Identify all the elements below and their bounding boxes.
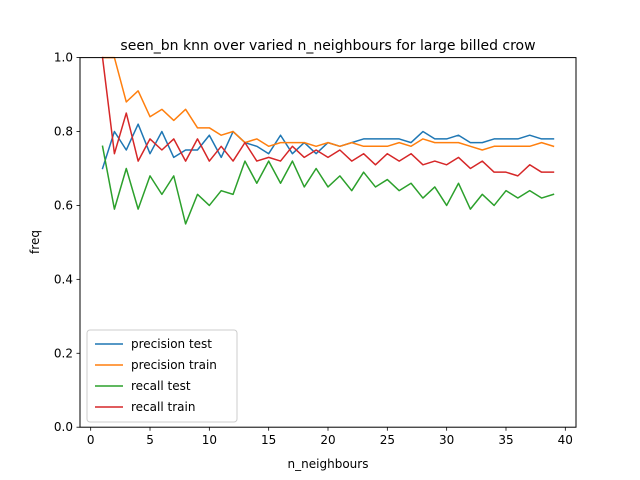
y-tick-label: 1.0 [54, 51, 73, 65]
legend-entry: precision train [131, 358, 217, 372]
legend-entry: precision test [131, 337, 212, 351]
x-tick-label: 0 [87, 433, 95, 447]
y-axis-label: freq [28, 230, 42, 254]
y-tick-label: 0.0 [54, 420, 73, 434]
y-axis: 0.0 0.2 0.4 0.6 0.8 1.0 [54, 51, 80, 434]
series-line-recall-test [101, 145, 555, 225]
x-tick-label: 35 [498, 433, 513, 447]
legend-entry: recall test [131, 379, 191, 393]
y-tick-label: 0.8 [54, 125, 73, 139]
y-tick-label: 0.2 [54, 346, 73, 360]
x-tick-label: 5 [146, 433, 154, 447]
x-tick-label: 10 [202, 433, 217, 447]
y-tick-label: 0.6 [54, 198, 73, 212]
x-axis-label: n_neighbours [288, 457, 369, 471]
x-tick-label: 30 [439, 433, 454, 447]
x-tick-label: 15 [261, 433, 276, 447]
legend-box [86, 329, 238, 423]
x-tick-label: 25 [380, 433, 395, 447]
x-axis: 0 5 10 15 20 25 30 35 40 [87, 427, 573, 447]
y-tick-label: 0.4 [54, 272, 73, 286]
legend: precision test precision train recall test… [86, 329, 238, 423]
chart-title: seen_bn knn over varied n_neighbours for… [120, 38, 535, 54]
x-tick-label: 40 [558, 433, 573, 447]
series-layer [101, 56, 555, 225]
series-line-recall-train [101, 56, 555, 177]
series-line-precision-train [101, 56, 555, 151]
legend-entry: recall train [131, 400, 195, 414]
x-tick-label: 20 [320, 433, 335, 447]
